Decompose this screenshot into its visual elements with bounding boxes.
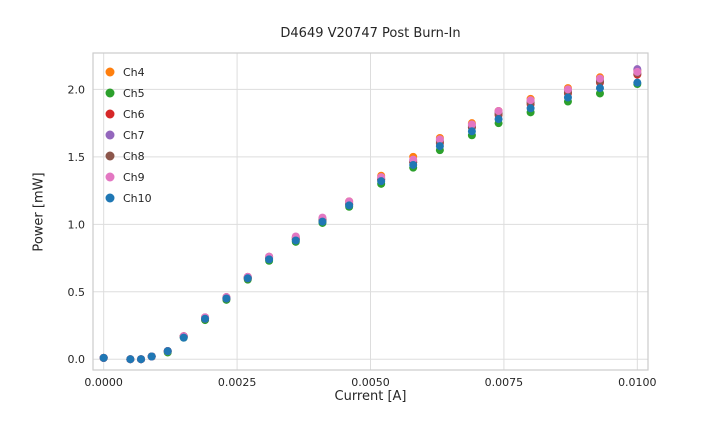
scatter-point <box>318 217 327 226</box>
legend-marker <box>105 193 115 203</box>
scatter-point <box>99 353 108 362</box>
legend-marker <box>105 151 115 161</box>
legend-label: Ch9 <box>123 171 145 184</box>
y-tick-label: 1.5 <box>68 151 86 164</box>
scatter-point <box>137 355 146 364</box>
legend-marker <box>105 67 115 77</box>
scatter-point <box>201 314 210 323</box>
legend-label: Ch7 <box>123 129 145 142</box>
legend-label: Ch5 <box>123 87 145 100</box>
scatter-point <box>435 135 444 144</box>
scatter-point <box>595 84 604 93</box>
scatter-point <box>345 201 354 210</box>
x-axis-label: Current [A] <box>334 389 407 404</box>
legend-marker <box>105 109 115 119</box>
legend-marker <box>105 130 115 140</box>
x-tick-label: 0.0050 <box>351 376 390 389</box>
scatter-point <box>377 177 386 186</box>
scatter-point <box>435 142 444 151</box>
y-axis-label: Power [mW] <box>31 172 47 252</box>
x-tick-label: 0.0000 <box>84 376 123 389</box>
scatter-point <box>633 78 642 87</box>
scatter-point <box>467 120 476 129</box>
scatter-point <box>409 160 418 169</box>
scatter-point <box>563 93 572 102</box>
y-tick-label: 2.0 <box>68 83 86 96</box>
series-ch10 <box>99 78 642 364</box>
legend-item: Ch6 <box>105 108 145 121</box>
legend-label: Ch6 <box>123 108 145 121</box>
legend-item: Ch4 <box>105 66 145 79</box>
scatter-point <box>494 107 503 116</box>
scatter-point <box>467 127 476 136</box>
legend-item: Ch8 <box>105 150 145 163</box>
legend-label: Ch10 <box>123 192 152 205</box>
legend-label: Ch8 <box>123 150 145 163</box>
scatter-point <box>595 74 604 83</box>
x-tick-label: 0.0075 <box>485 376 524 389</box>
x-tick-label: 0.0025 <box>218 376 257 389</box>
scatter-point <box>163 347 172 356</box>
scatter-point <box>526 104 535 113</box>
scatter-point <box>633 67 642 76</box>
legend-item: Ch10 <box>105 192 152 205</box>
scatter-point <box>179 333 188 342</box>
legend-item: Ch7 <box>105 129 145 142</box>
legend-marker <box>105 172 115 182</box>
y-tick-label: 1.0 <box>68 218 86 231</box>
scatter-point <box>265 255 274 264</box>
legend-label: Ch4 <box>123 66 145 79</box>
scatter-point <box>222 294 231 303</box>
chart-title: D4649 V20747 Post Burn-In <box>280 26 461 41</box>
legend-marker <box>105 88 115 98</box>
scatter-point <box>526 96 535 105</box>
scatter-point <box>563 85 572 94</box>
scatter-point <box>494 115 503 124</box>
scatter-point <box>243 274 252 283</box>
x-tick-label: 0.0100 <box>618 376 657 389</box>
y-tick-label: 0.0 <box>68 353 86 366</box>
y-tick-label: 0.5 <box>68 286 86 299</box>
scatter-point <box>291 236 300 245</box>
legend-item: Ch9 <box>105 171 145 184</box>
scatter-point <box>126 355 135 364</box>
legend-item: Ch5 <box>105 87 145 100</box>
plot-border <box>92 52 649 371</box>
scatter-point <box>147 352 156 361</box>
